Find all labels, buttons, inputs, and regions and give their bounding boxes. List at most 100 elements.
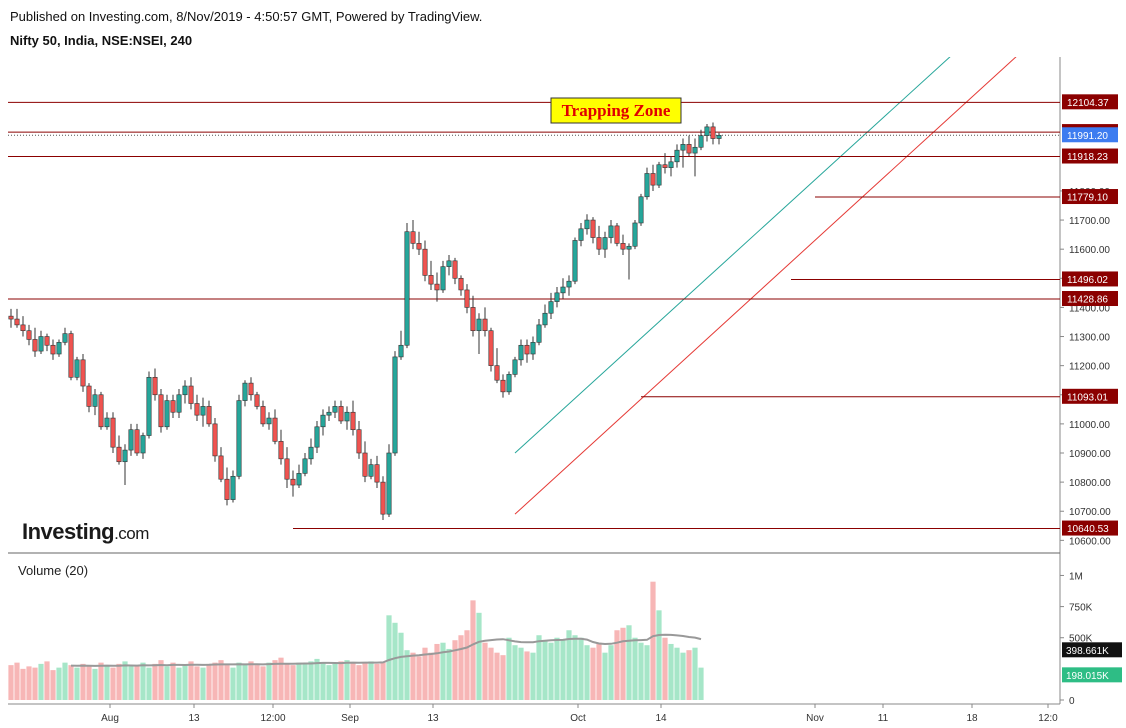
candle-body bbox=[392, 356, 398, 454]
volume-bar bbox=[230, 667, 236, 700]
volume-bar bbox=[158, 660, 164, 700]
volume-last-tag bbox=[1062, 667, 1122, 683]
volume-bar bbox=[614, 630, 620, 700]
level-tag bbox=[1062, 148, 1118, 164]
level-label: 11918.23 bbox=[1067, 152, 1108, 163]
volume-bar bbox=[560, 640, 566, 700]
candle-body bbox=[104, 417, 110, 428]
volume-bar bbox=[308, 661, 314, 700]
candle-body bbox=[416, 243, 422, 250]
candle-body bbox=[560, 286, 566, 294]
candle-body bbox=[464, 289, 470, 308]
volume-bar bbox=[440, 642, 446, 700]
candle-body bbox=[200, 406, 206, 416]
volume-tick-label: 1M bbox=[1069, 571, 1083, 582]
trapping-zone-label: Trapping Zone bbox=[562, 101, 671, 120]
volume-bar bbox=[464, 630, 470, 700]
candle-body bbox=[590, 219, 596, 238]
time-tick-label: Oct bbox=[570, 713, 586, 724]
published-header: Published on Investing.com, 8/Nov/2019 -… bbox=[10, 9, 483, 24]
candle-body bbox=[692, 146, 698, 154]
volume-bar bbox=[20, 668, 26, 700]
volume-bar bbox=[638, 642, 644, 700]
candle-body bbox=[32, 339, 38, 352]
candle-body bbox=[20, 324, 26, 332]
volume-ma-label: 398.661K bbox=[1066, 646, 1109, 657]
candle-body bbox=[302, 458, 308, 474]
candle-body bbox=[620, 243, 626, 250]
trendline-red bbox=[514, 57, 1017, 515]
volume-bar bbox=[548, 642, 554, 700]
time-tick-label: 12:0 bbox=[1038, 713, 1058, 724]
candle-body bbox=[446, 260, 452, 267]
price-tick-label: 11400.00 bbox=[1069, 303, 1110, 314]
time-tick-label: 13 bbox=[188, 713, 200, 724]
candle-body bbox=[410, 231, 416, 244]
candle-body bbox=[662, 164, 668, 168]
candle-body bbox=[128, 429, 134, 451]
candle-body bbox=[248, 382, 254, 396]
volume-bar bbox=[92, 668, 98, 700]
level-tag bbox=[1062, 291, 1118, 307]
candle-body bbox=[56, 342, 62, 355]
candle-body bbox=[548, 301, 554, 314]
candle-body bbox=[110, 417, 116, 448]
volume-bar bbox=[32, 667, 38, 700]
candle-body bbox=[62, 333, 68, 343]
volume-bar bbox=[206, 663, 212, 700]
candle-body bbox=[710, 126, 716, 139]
candle-body bbox=[644, 173, 650, 198]
candle-body bbox=[140, 435, 146, 454]
candle-body bbox=[638, 196, 644, 224]
volume-bar bbox=[332, 663, 338, 700]
volume-bar bbox=[428, 652, 434, 700]
candle-body bbox=[266, 417, 272, 425]
candle-body bbox=[308, 446, 314, 460]
volume-bar bbox=[26, 666, 32, 700]
volume-tick-label: 0 bbox=[1069, 696, 1075, 707]
candle-body bbox=[194, 403, 200, 416]
volume-bar bbox=[608, 645, 614, 700]
volume-bar bbox=[662, 637, 668, 700]
candle-body bbox=[434, 283, 440, 291]
level-label: 10640.53 bbox=[1067, 524, 1109, 535]
time-tick-label: 14 bbox=[655, 713, 667, 724]
candle-body bbox=[614, 225, 620, 244]
volume-bar bbox=[446, 648, 452, 700]
candle-body bbox=[320, 414, 326, 428]
candle-body bbox=[80, 359, 86, 387]
volume-bar bbox=[470, 600, 476, 700]
level-label: 12104.37 bbox=[1067, 98, 1109, 109]
candle-body bbox=[338, 406, 344, 422]
volume-bar bbox=[476, 612, 482, 700]
volume-bar bbox=[542, 641, 548, 700]
candle-body bbox=[518, 344, 524, 361]
time-tick-label: Aug bbox=[101, 713, 119, 724]
time-tick-label: 18 bbox=[966, 713, 978, 724]
volume-bar bbox=[146, 667, 152, 700]
volume-bar bbox=[14, 662, 20, 700]
candle-body bbox=[458, 277, 464, 291]
volume-bar bbox=[482, 642, 488, 700]
volume-bar bbox=[290, 665, 296, 700]
candle-body bbox=[716, 135, 722, 139]
time-tick-label: 11 bbox=[878, 713, 889, 724]
candle-body bbox=[512, 359, 518, 375]
candle-body bbox=[650, 173, 656, 186]
level-tag bbox=[1062, 388, 1118, 404]
volume-bar bbox=[50, 670, 56, 700]
candle-body bbox=[482, 318, 488, 332]
candle-body bbox=[26, 330, 32, 340]
volume-bar bbox=[512, 645, 518, 700]
candle-body bbox=[422, 248, 428, 276]
candle-body bbox=[314, 426, 320, 448]
volume-ma-tag bbox=[1062, 642, 1122, 658]
volume-bar bbox=[620, 627, 626, 700]
candle-body bbox=[488, 330, 494, 366]
level-tag bbox=[1062, 94, 1118, 110]
volume-bar bbox=[254, 665, 260, 700]
candle-body bbox=[176, 394, 182, 413]
volume-bar bbox=[656, 610, 662, 700]
price-tick-label: 11200.00 bbox=[1069, 362, 1110, 373]
